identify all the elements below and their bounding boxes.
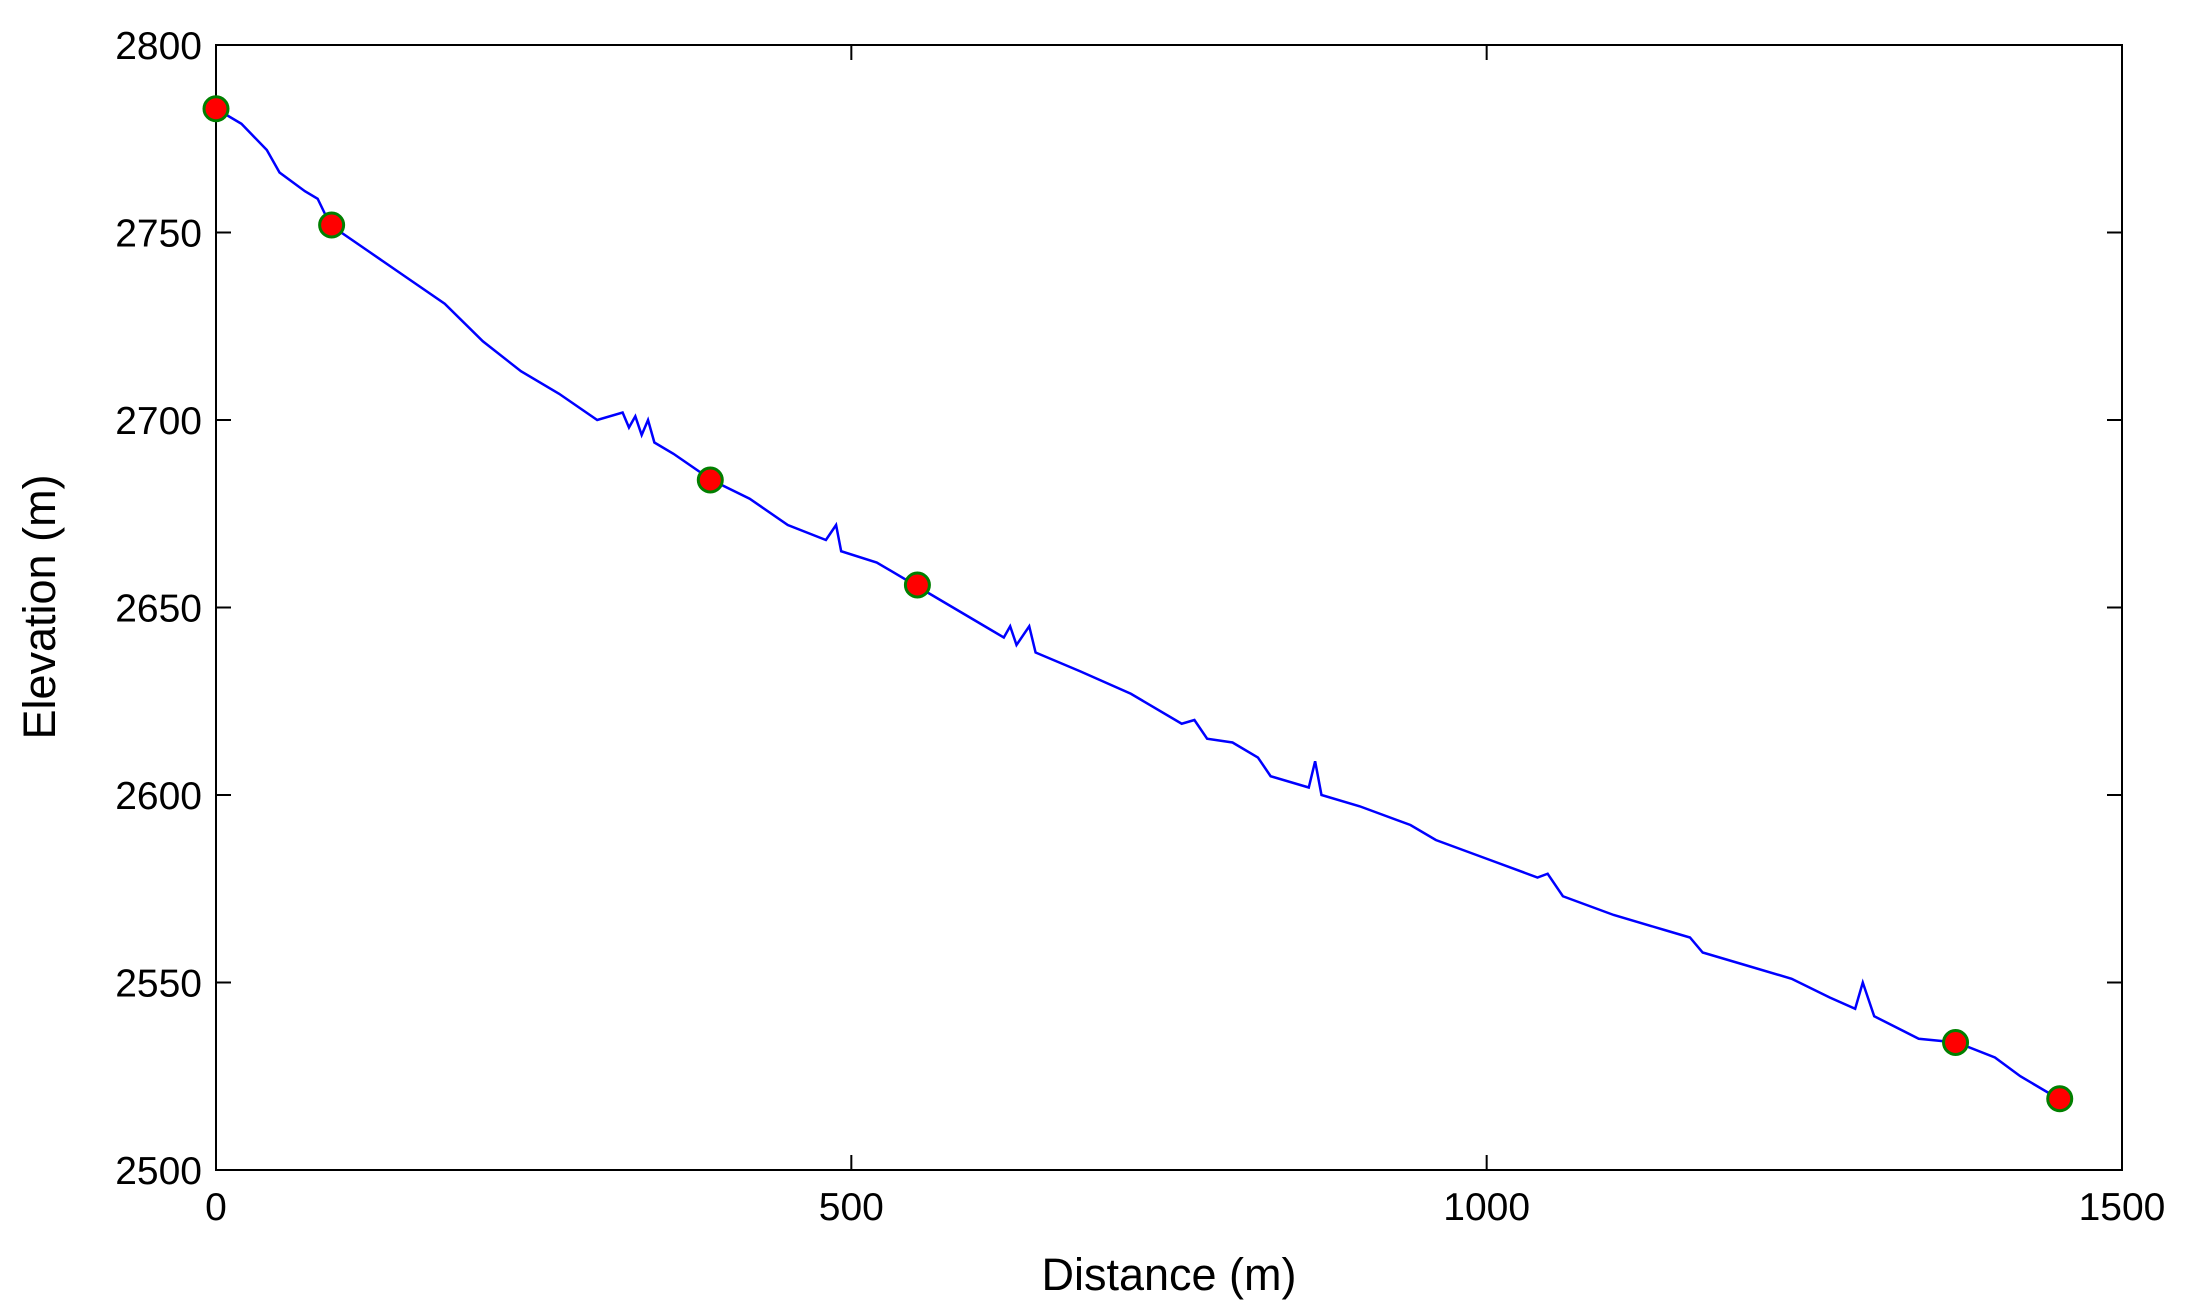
y-tick-label: 2700 — [115, 400, 202, 443]
x-tick-label: 500 — [819, 1186, 884, 1229]
x-axis-label: Distance (m) — [1041, 1249, 1296, 1300]
x-tick-label: 1000 — [1443, 1186, 1530, 1229]
y-tick-label: 2500 — [115, 1150, 202, 1193]
point-marker — [318, 211, 346, 239]
point-marker — [903, 571, 931, 599]
y-axis-label: Elevation (m) — [14, 474, 65, 739]
y-tick-label: 2550 — [115, 963, 202, 1006]
y-tick-label: 2600 — [115, 775, 202, 818]
point-marker — [202, 95, 230, 123]
y-tick-label: 2800 — [115, 25, 202, 68]
y-tick-label: 2650 — [115, 588, 202, 631]
elevation-line — [215, 107, 2060, 1100]
point-marker — [2046, 1085, 2074, 1113]
x-tick-label: 0 — [205, 1186, 227, 1229]
point-marker — [696, 466, 724, 494]
point-marker — [1942, 1029, 1970, 1056]
x-tick-label: 1500 — [2079, 1186, 2166, 1229]
y-tick-label: 2750 — [115, 213, 202, 256]
